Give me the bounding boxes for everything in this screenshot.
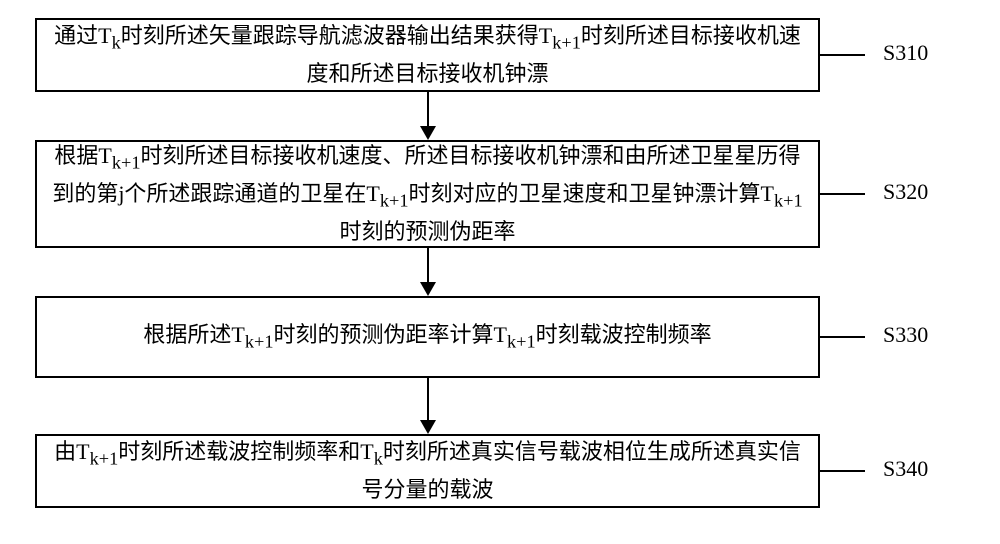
step-label: S310 [883,40,928,66]
flow-step: 通过Tk时刻所述矢量跟踪导航滤波器输出结果获得Tk+1时刻所述目标接收机速度和所… [35,18,965,92]
flow-box-text: 根据Tk+1时刻所述目标接收机速度、所述目标接收机钟漂和由所述卫星星历得到的第j… [49,139,806,249]
flow-step: 根据Tk+1时刻所述目标接收机速度、所述目标接收机钟漂和由所述卫星星历得到的第j… [35,140,965,248]
step-label: S340 [883,456,928,482]
label-connector-line [820,470,865,472]
arrow-head-icon [420,420,436,434]
flow-box: 根据所述Tk+1时刻的预测伪距率计算Tk+1时刻载波控制频率 [35,296,820,378]
flow-step: 根据所述Tk+1时刻的预测伪距率计算Tk+1时刻载波控制频率 S330 [35,296,965,378]
flow-box: 由Tk+1时刻所述载波控制频率和Tk时刻所述真实信号载波相位生成所述真实信号分量… [35,434,820,508]
label-connector-line [820,336,865,338]
flow-arrow [420,92,436,140]
flow-box: 根据Tk+1时刻所述目标接收机速度、所述目标接收机钟漂和由所述卫星星历得到的第j… [35,140,820,248]
arrow-shaft [427,378,429,420]
label-connector-line [820,54,865,56]
arrow-head-icon [420,126,436,140]
step-label: S330 [883,322,928,348]
flow-step: 由Tk+1时刻所述载波控制频率和Tk时刻所述真实信号载波相位生成所述真实信号分量… [35,434,965,508]
arrow-head-icon [420,282,436,296]
arrow-shaft [427,248,429,282]
label-connector-line [820,193,865,195]
flow-box-text: 由Tk+1时刻所述载波控制频率和Tk时刻所述真实信号载波相位生成所述真实信号分量… [49,435,806,507]
flow-arrow [420,378,436,434]
flow-arrow [420,248,436,296]
flow-box: 通过Tk时刻所述矢量跟踪导航滤波器输出结果获得Tk+1时刻所述目标接收机速度和所… [35,18,820,92]
flow-box-text: 通过Tk时刻所述矢量跟踪导航滤波器输出结果获得Tk+1时刻所述目标接收机速度和所… [49,19,806,91]
step-label: S320 [883,179,928,205]
flow-box-text: 根据所述Tk+1时刻的预测伪距率计算Tk+1时刻载波控制频率 [143,318,711,356]
arrow-shaft [427,92,429,126]
